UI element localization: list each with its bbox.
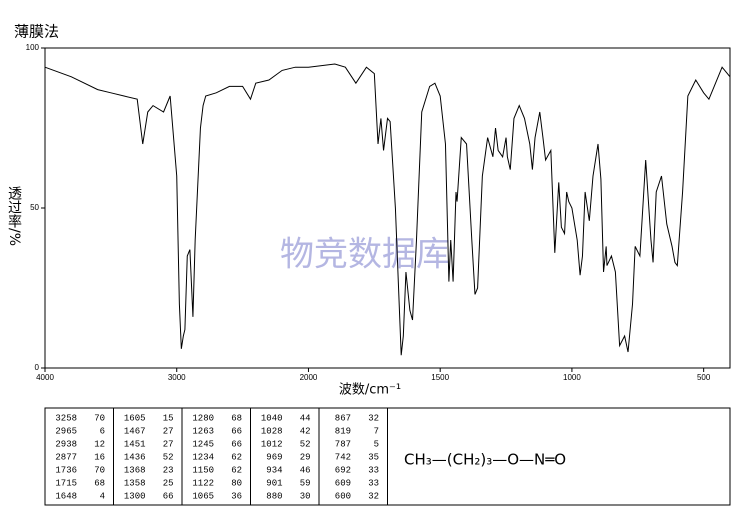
peak-wavenumber: 819 (335, 426, 351, 436)
peak-wavenumber: 1040 (261, 413, 283, 423)
peak-transmittance: 33 (368, 465, 379, 475)
peak-transmittance: 44 (300, 413, 311, 423)
peak-transmittance: 29 (300, 452, 311, 462)
peak-wavenumber: 2877 (55, 452, 77, 462)
peak-wavenumber: 1065 (192, 491, 214, 501)
peak-transmittance: 33 (368, 478, 379, 488)
peak-transmittance: 52 (300, 439, 311, 449)
peak-transmittance: 4 (100, 491, 105, 501)
peak-wavenumber: 1122 (192, 478, 214, 488)
peak-transmittance: 70 (94, 465, 105, 475)
peak-transmittance: 68 (94, 478, 105, 488)
peak-transmittance: 66 (163, 491, 174, 501)
peak-transmittance: 30 (300, 491, 311, 501)
peak-transmittance: 70 (94, 413, 105, 423)
peak-transmittance: 15 (163, 413, 174, 423)
y-axis-label: 透过率/% (6, 186, 22, 246)
peak-wavenumber: 692 (335, 465, 351, 475)
spectrum-line (44, 63, 731, 356)
peak-wavenumber: 609 (335, 478, 351, 488)
peak-transmittance: 80 (231, 478, 242, 488)
structure-formula: CH₃—(CH₂)₃—O—N═O (404, 451, 566, 469)
peak-wavenumber: 1736 (55, 465, 77, 475)
peak-wavenumber: 880 (266, 491, 282, 501)
peak-wavenumber: 934 (266, 465, 282, 475)
peak-transmittance: 23 (163, 465, 174, 475)
peak-transmittance: 7 (374, 426, 379, 436)
x-axis-label: 波数/cm⁻¹ (339, 383, 401, 398)
peak-wavenumber: 1245 (192, 439, 214, 449)
x-tick-label: 2000 (300, 373, 318, 382)
peak-wavenumber: 1150 (192, 465, 214, 475)
peak-wavenumber: 1358 (124, 478, 146, 488)
peak-wavenumber: 969 (266, 452, 282, 462)
x-tick-label: 1500 (431, 373, 449, 382)
peak-wavenumber: 1467 (124, 426, 146, 436)
peak-transmittance: 62 (231, 465, 242, 475)
x-tick-label: 500 (697, 373, 711, 382)
peak-wavenumber: 1280 (192, 413, 214, 423)
peak-transmittance: 42 (300, 426, 311, 436)
peak-wavenumber: 1605 (124, 413, 146, 423)
peak-wavenumber: 1300 (124, 491, 146, 501)
peak-wavenumber: 1028 (261, 426, 283, 436)
peak-wavenumber: 742 (335, 452, 351, 462)
x-tick-label: 1000 (563, 373, 581, 382)
x-tick-label: 4000 (36, 373, 54, 382)
y-tick-label: 100 (26, 43, 40, 52)
peak-wavenumber: 1648 (55, 491, 77, 501)
peak-wavenumber: 901 (266, 478, 282, 488)
peak-transmittance: 35 (368, 452, 379, 462)
peak-wavenumber: 1012 (261, 439, 283, 449)
peak-wavenumber: 787 (335, 439, 351, 449)
peak-wavenumber: 1263 (192, 426, 214, 436)
chart-title: 薄膜法 (14, 23, 59, 41)
peak-wavenumber: 2965 (55, 426, 77, 436)
peak-wavenumber: 867 (335, 413, 351, 423)
peak-transmittance: 32 (368, 491, 379, 501)
peak-transmittance: 32 (368, 413, 379, 423)
peak-transmittance: 16 (94, 452, 105, 462)
peak-transmittance: 68 (231, 413, 242, 423)
peak-wavenumber: 1715 (55, 478, 77, 488)
peak-transmittance: 66 (231, 426, 242, 436)
peak-transmittance: 66 (231, 439, 242, 449)
peak-transmittance: 62 (231, 452, 242, 462)
peak-transmittance: 36 (231, 491, 242, 501)
peak-transmittance: 59 (300, 478, 311, 488)
peak-transmittance: 12 (94, 439, 105, 449)
peak-wavenumber: 600 (335, 491, 351, 501)
peak-transmittance: 5 (374, 439, 379, 449)
y-tick-label: 50 (30, 203, 39, 212)
peak-wavenumber: 2938 (55, 439, 77, 449)
peak-wavenumber: 3258 (55, 413, 77, 423)
peak-transmittance: 46 (300, 465, 311, 475)
peak-transmittance: 52 (163, 452, 174, 462)
peak-transmittance: 6 (100, 426, 105, 436)
x-tick-label: 3000 (168, 373, 186, 382)
peak-transmittance: 27 (163, 426, 174, 436)
peak-wavenumber: 1436 (124, 452, 146, 462)
peak-transmittance: 25 (163, 478, 174, 488)
watermark: 物竞数据库 (280, 235, 450, 275)
peak-transmittance: 27 (163, 439, 174, 449)
y-tick-label: 0 (35, 363, 40, 372)
peak-wavenumber: 1368 (124, 465, 146, 475)
peak-wavenumber: 1234 (192, 452, 214, 462)
peak-wavenumber: 1451 (124, 439, 146, 449)
plot-frame (44, 47, 731, 369)
